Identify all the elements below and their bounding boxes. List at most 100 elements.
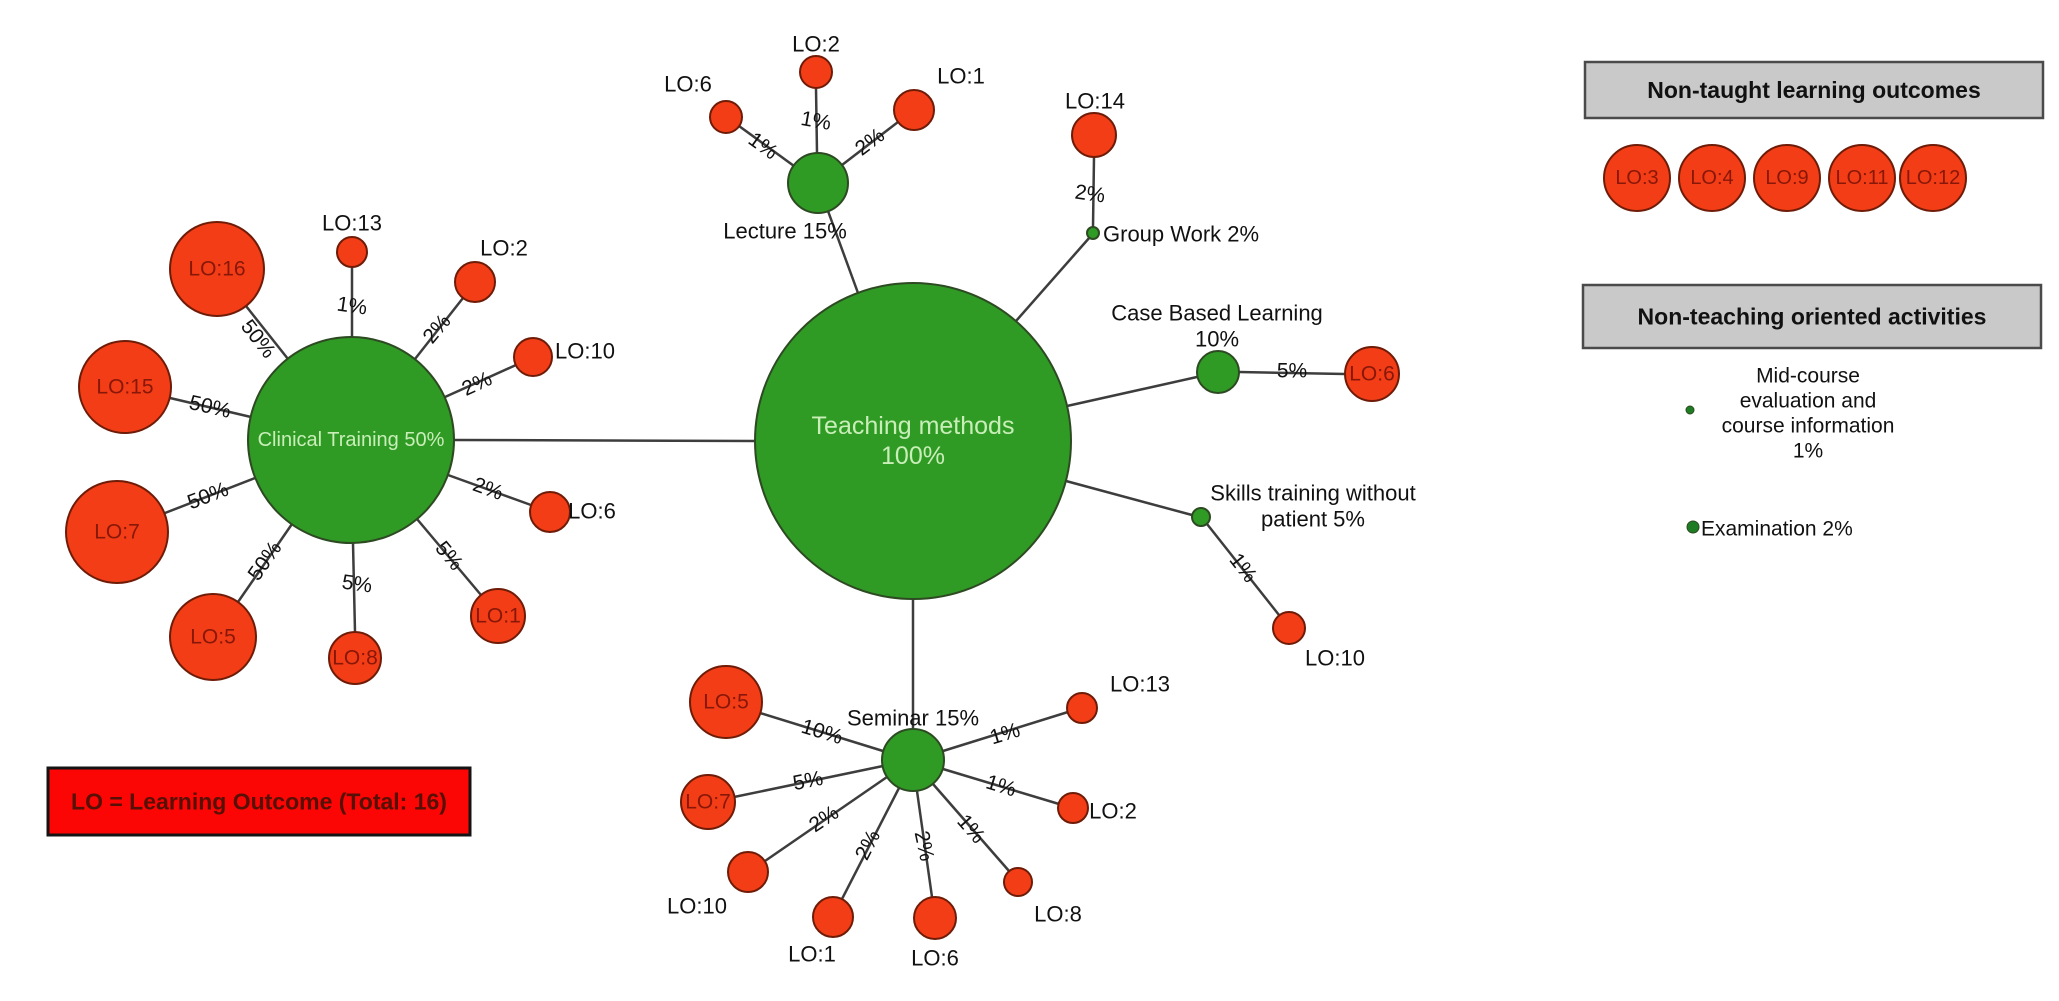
lo-node-circle	[893, 89, 935, 131]
edge-line	[826, 210, 860, 294]
legend-box	[46, 766, 472, 837]
edge-line	[164, 476, 256, 515]
lo-node-circle	[680, 774, 736, 830]
edge-line	[1015, 236, 1091, 322]
lo-node-label: LO:8	[1034, 902, 1082, 927]
lo-node-circle	[913, 896, 957, 940]
lo-node-label: LO:2	[480, 236, 528, 261]
edge-line	[1091, 156, 1096, 228]
mid-course-evaluation-label: course information	[1722, 415, 1895, 438]
method-node-lecture	[787, 152, 849, 214]
edge-line	[764, 775, 888, 863]
edge-line	[738, 124, 795, 168]
edge-percent-label: 50%	[244, 537, 287, 585]
lo-node-label: LO:1	[788, 942, 836, 967]
edge-percent-label: 50%	[187, 391, 233, 423]
edge-line	[942, 710, 1069, 753]
edge-percent-label: 1%	[335, 292, 368, 319]
edge-percent-label: 1%	[983, 771, 1019, 802]
lo-node-circle	[169, 593, 257, 681]
edge-line	[416, 518, 482, 596]
edge-line	[1066, 375, 1198, 408]
non-taught-lo-circle	[1899, 144, 1967, 212]
method-node-group-work	[1086, 226, 1100, 240]
lo-node-circle	[336, 236, 368, 268]
method-node-case-based-learning	[1196, 350, 1240, 394]
edge-line	[932, 783, 1010, 872]
mid-course-evaluation-dot	[1685, 405, 1695, 415]
non-taught-lo-label: LO:9	[1765, 167, 1808, 189]
lo-node-label: LO:5	[703, 691, 749, 714]
method-node-clinical-training	[247, 336, 455, 544]
method-node-seminar	[881, 728, 945, 792]
lo-node-circle	[65, 480, 169, 584]
mid-course-evaluation-label: 1%	[1793, 440, 1823, 463]
lo-node-label: LO:10	[1305, 646, 1365, 671]
edge-line	[453, 438, 756, 443]
lo-node-label: LO:10	[667, 894, 727, 919]
edge-percent-label: 10%	[799, 715, 846, 749]
lo-node-label: LO:6	[568, 499, 616, 524]
legend-text: LO = Learning Outcome (Total: 16)	[71, 789, 447, 815]
non-taught-panel-header-title: Non-taught learning outcomes	[1647, 77, 1981, 103]
edge-line	[733, 764, 884, 799]
edge-percent-label: 50%	[184, 478, 231, 515]
lo-node-circle	[709, 100, 743, 134]
lo-node-label: LO:7	[94, 521, 140, 544]
edge-line	[1065, 479, 1193, 517]
edge-line	[245, 305, 289, 360]
examination-dot	[1686, 520, 1700, 534]
method-label: Skills training without	[1210, 481, 1415, 506]
lo-node-circle	[1066, 692, 1098, 724]
method-node-skills-training-without-patient	[1191, 507, 1211, 527]
method-label: patient 5%	[1261, 507, 1365, 532]
lo-node-circle	[1272, 611, 1306, 645]
edge-line	[759, 711, 884, 753]
lo-node-circle	[328, 631, 382, 685]
edge-line	[814, 87, 819, 154]
edge-line	[915, 790, 934, 898]
lo-node-circle	[470, 588, 526, 644]
lo-node-label: LO:8	[332, 647, 378, 670]
non-taught-lo-label: LO:12	[1906, 167, 1960, 189]
method-node-teaching-methods	[754, 282, 1072, 600]
edge-line	[236, 523, 294, 603]
edge-percent-label: 50%	[236, 315, 280, 362]
lo-node-circle	[689, 665, 763, 739]
method-label: Lecture 15%	[723, 219, 847, 244]
edge-line	[414, 297, 464, 360]
edge-line	[351, 542, 357, 633]
lo-node-label: LO:6	[1349, 363, 1395, 386]
lo-node-circle	[1344, 346, 1400, 402]
lo-node-label: LO:14	[1065, 89, 1125, 114]
method-node-label: Teaching methods	[812, 412, 1015, 440]
non-taught-lo-circle	[1828, 144, 1896, 212]
examination-label: Examination 2%	[1701, 518, 1853, 541]
lo-node-circle	[78, 340, 172, 434]
non-taught-lo-label: LO:4	[1690, 167, 1733, 189]
method-node-label: 100%	[881, 442, 945, 470]
lo-node-circle	[1003, 867, 1033, 897]
mid-course-evaluation-label: evaluation and	[1740, 390, 1877, 413]
lo-node-circle	[169, 221, 265, 317]
lo-node-label: LO:2	[792, 32, 840, 57]
edge-percent-label: 1%	[987, 719, 1023, 750]
lo-node-label: LO:1	[937, 64, 985, 89]
method-label: Group Work 2%	[1103, 222, 1259, 247]
lo-node-circle	[799, 55, 833, 89]
edge-line	[1238, 370, 1346, 376]
lo-node-circle	[513, 337, 553, 377]
lo-node-label: LO:16	[188, 258, 245, 281]
lo-node-label: LO:10	[555, 339, 615, 364]
non-taught-lo-circle	[1603, 144, 1671, 212]
edge-percent-label: 5%	[1277, 360, 1307, 383]
non-teaching-panel-header-box	[1581, 283, 2043, 350]
method-label: Case Based Learning	[1111, 301, 1323, 326]
edge-line	[1206, 523, 1280, 616]
edge-line	[840, 787, 901, 900]
edge-percent-label: 5%	[791, 767, 825, 795]
edge-line	[169, 396, 252, 419]
edge-percent-label: 2%	[470, 473, 506, 505]
